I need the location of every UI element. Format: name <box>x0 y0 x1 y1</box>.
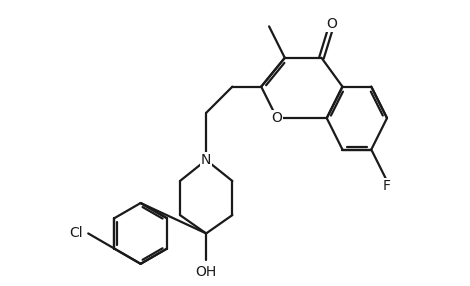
Text: O: O <box>272 111 282 125</box>
Text: OH: OH <box>196 265 217 279</box>
Text: O: O <box>327 17 337 31</box>
Text: N: N <box>201 153 212 167</box>
Text: Cl: Cl <box>70 227 83 241</box>
Text: F: F <box>383 179 391 193</box>
